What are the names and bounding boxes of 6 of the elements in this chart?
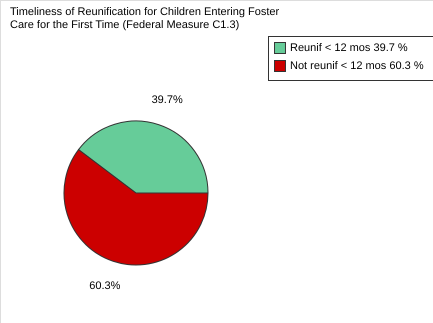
text: Care for the First Time (Federal Measure C1.3) [10,19,240,31]
data-label: 60.3% [89,280,121,292]
legend-label: Not reunif < 12 mos 60.3 % [290,60,424,72]
legend-label: Reunif < 12 mos 39.7 % [290,42,408,54]
data-label: 39.7% [152,94,183,106]
text: Timeliness of Reunification for Children Entering Foster [10,6,280,18]
